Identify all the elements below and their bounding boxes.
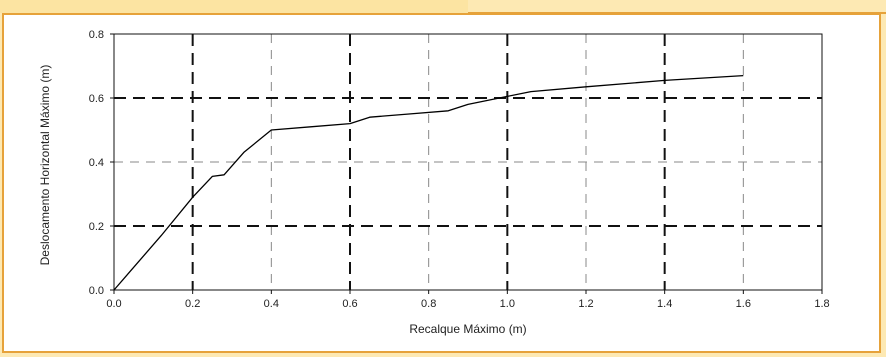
series-group	[113, 74, 744, 291]
x-axis-label: Recalque Máximo (m)	[409, 322, 526, 336]
x-tick-label: 1.2	[578, 298, 593, 310]
top-tab	[0, 0, 468, 13]
series-line	[113, 74, 744, 291]
y-axis-label: Deslocamento Horizontal Máximo (m)	[38, 65, 52, 266]
y-tick-label: 0.0	[89, 285, 104, 297]
grid	[114, 34, 822, 290]
x-tick-label: 0.8	[421, 298, 436, 310]
x-tick-label: 1.8	[814, 298, 829, 310]
x-tick-label: 0.4	[264, 298, 279, 310]
x-tick-label: 0.6	[342, 298, 357, 310]
x-tick-label: 1.4	[657, 298, 672, 310]
x-tick-label: 1.6	[736, 298, 751, 310]
x-tick-label: 1.0	[500, 298, 515, 310]
y-tick-label: 0.2	[89, 221, 104, 233]
ticks: 0.0 0.2 0.4 0.6 0.8 1.0 1.2 1.4 1.6 1.8 0.0 0.2 0.4 0…	[89, 29, 830, 310]
x-tick-label: 0.2	[185, 298, 200, 310]
chart-frame	[2, 13, 881, 353]
y-tick-label: 0.8	[89, 29, 104, 41]
x-tick-label: 0.0	[106, 298, 121, 310]
y-tick-label: 0.6	[89, 93, 104, 105]
y-tick-label: 0.4	[89, 157, 104, 169]
